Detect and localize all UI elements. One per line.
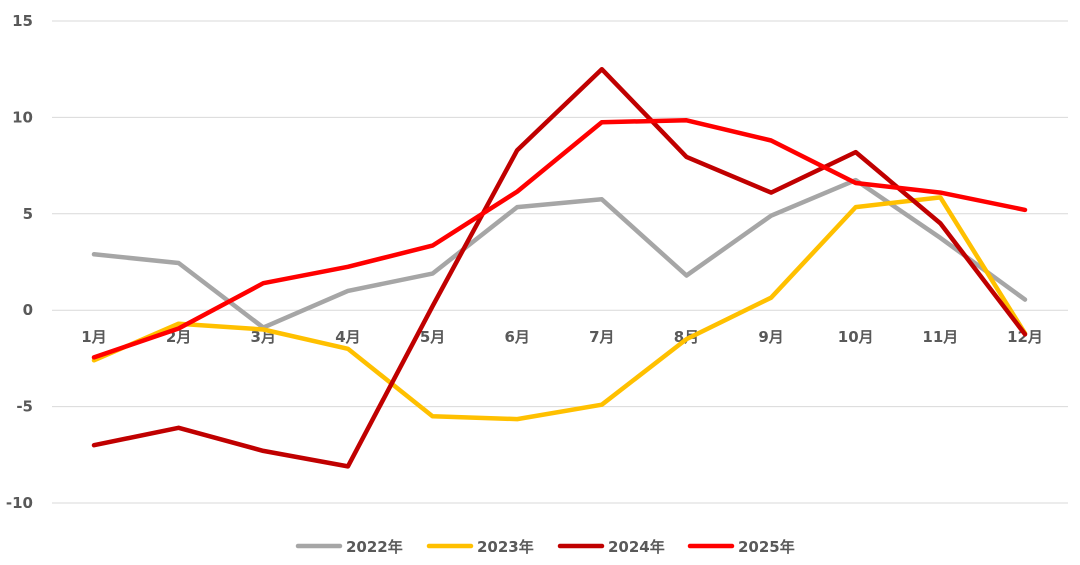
y-tick-label: 10 <box>12 108 33 126</box>
series-line-0 <box>91 177 1028 330</box>
x-tick-label: 7月 <box>589 328 614 346</box>
y-tick-label: 0 <box>23 301 33 319</box>
x-axis-ticks: 1月 2月 3月 4月 5月 6月 7月 8月 9月 10月 11月 12月 <box>81 328 1043 346</box>
x-tick-label: 9月 <box>758 328 783 346</box>
y-tick-label: -10 <box>6 494 33 512</box>
y-axis-ticks: 15 10 5 0 -5 -10 <box>6 12 33 512</box>
series-line-2 <box>91 66 1028 469</box>
x-tick-label: 4月 <box>335 328 360 346</box>
gridlines <box>52 20 1068 504</box>
series-lines <box>91 66 1028 469</box>
legend-label: 2024年 <box>608 538 665 556</box>
series-line-3 <box>91 118 1028 360</box>
x-tick-label: 6月 <box>504 328 529 346</box>
legend: 2022年 2023年 2024年 2025年 <box>295 538 795 556</box>
y-tick-label: 5 <box>23 205 33 223</box>
legend-label: 2023年 <box>477 538 534 556</box>
x-tick-label: 1月 <box>81 328 106 346</box>
series-line-1 <box>91 195 1028 422</box>
x-tick-label: 11月 <box>922 328 958 346</box>
legend-label: 2025年 <box>738 538 795 556</box>
y-tick-label: -5 <box>16 398 33 416</box>
legend-label: 2022年 <box>346 538 403 556</box>
x-tick-label: 12月 <box>1007 328 1043 346</box>
x-tick-label: 5月 <box>420 328 445 346</box>
y-tick-label: 15 <box>12 12 33 30</box>
x-tick-label: 10月 <box>838 328 874 346</box>
